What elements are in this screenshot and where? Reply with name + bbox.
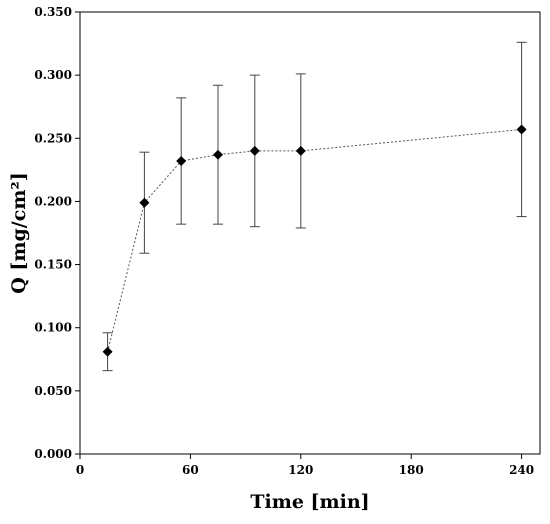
data-point-marker	[249, 145, 260, 156]
x-tick-label: 180	[399, 463, 424, 477]
y-axis-title: Q [mg/cm²]	[8, 172, 30, 293]
x-tick-label: 60	[182, 463, 199, 477]
plot-frame	[79, 11, 541, 455]
data-point-marker	[176, 156, 187, 167]
y-tick-label: 0.000	[34, 447, 72, 461]
x-axis-title: Time [min]	[250, 491, 369, 513]
x-tick-label: 240	[509, 463, 534, 477]
y-tick-label: 0.200	[34, 194, 72, 208]
y-tick-label: 0.050	[34, 384, 72, 398]
y-tick-label: 0.100	[34, 321, 72, 335]
error-bars	[102, 41, 527, 372]
data-points	[102, 124, 527, 357]
x-tick-label: 120	[288, 463, 313, 477]
y-tick-label: 0.250	[34, 131, 72, 145]
y-tick-label: 0.350	[34, 5, 72, 19]
x-tick-label: 0	[76, 463, 84, 477]
y-tick-label: 0.300	[34, 68, 72, 82]
x-axis: 0 60 120 180 240	[76, 454, 534, 477]
data-point-marker	[139, 197, 150, 208]
data-point-marker	[295, 145, 306, 156]
data-point-marker	[516, 124, 527, 135]
data-point-marker	[213, 149, 223, 160]
data-point-marker	[102, 346, 113, 357]
series-line	[107, 128, 522, 352]
y-tick-label: 0.150	[34, 258, 72, 272]
y-axis: 0.000 0.050 0.100 0.150 0.200 0.250 0.300 0.350	[34, 5, 80, 461]
